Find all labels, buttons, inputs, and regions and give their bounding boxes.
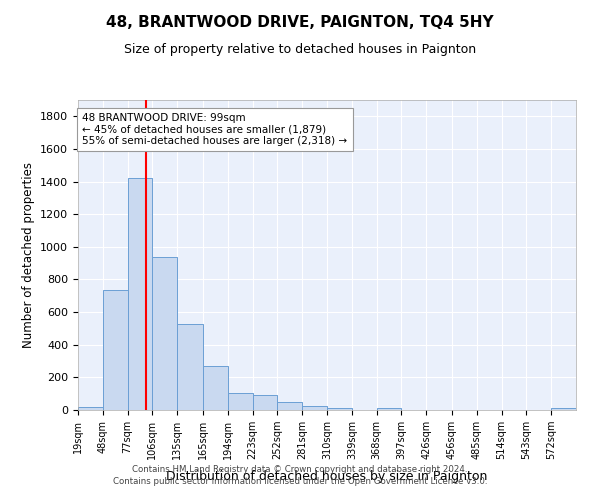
Bar — [551, 408, 576, 410]
Bar — [327, 408, 352, 410]
Text: Contains HM Land Registry data © Crown copyright and database right 2024.: Contains HM Land Registry data © Crown c… — [132, 466, 468, 474]
Text: 48 BRANTWOOD DRIVE: 99sqm
← 45% of detached houses are smaller (1,879)
55% of se: 48 BRANTWOOD DRIVE: 99sqm ← 45% of detac… — [82, 113, 347, 146]
Bar — [128, 178, 152, 410]
Text: Contains public sector information licensed under the Open Government Licence v3: Contains public sector information licen… — [113, 476, 487, 486]
Bar — [177, 324, 203, 410]
Bar — [277, 402, 302, 410]
Bar — [377, 408, 401, 410]
Bar — [203, 366, 228, 410]
Bar — [302, 406, 327, 410]
Bar — [152, 258, 177, 410]
X-axis label: Distribution of detached houses by size in Paignton: Distribution of detached houses by size … — [166, 470, 488, 484]
Bar — [78, 406, 103, 410]
Bar — [103, 290, 128, 410]
Bar — [253, 396, 277, 410]
Text: Size of property relative to detached houses in Paignton: Size of property relative to detached ho… — [124, 42, 476, 56]
Text: 48, BRANTWOOD DRIVE, PAIGNTON, TQ4 5HY: 48, BRANTWOOD DRIVE, PAIGNTON, TQ4 5HY — [106, 15, 494, 30]
Y-axis label: Number of detached properties: Number of detached properties — [22, 162, 35, 348]
Bar — [228, 393, 253, 410]
